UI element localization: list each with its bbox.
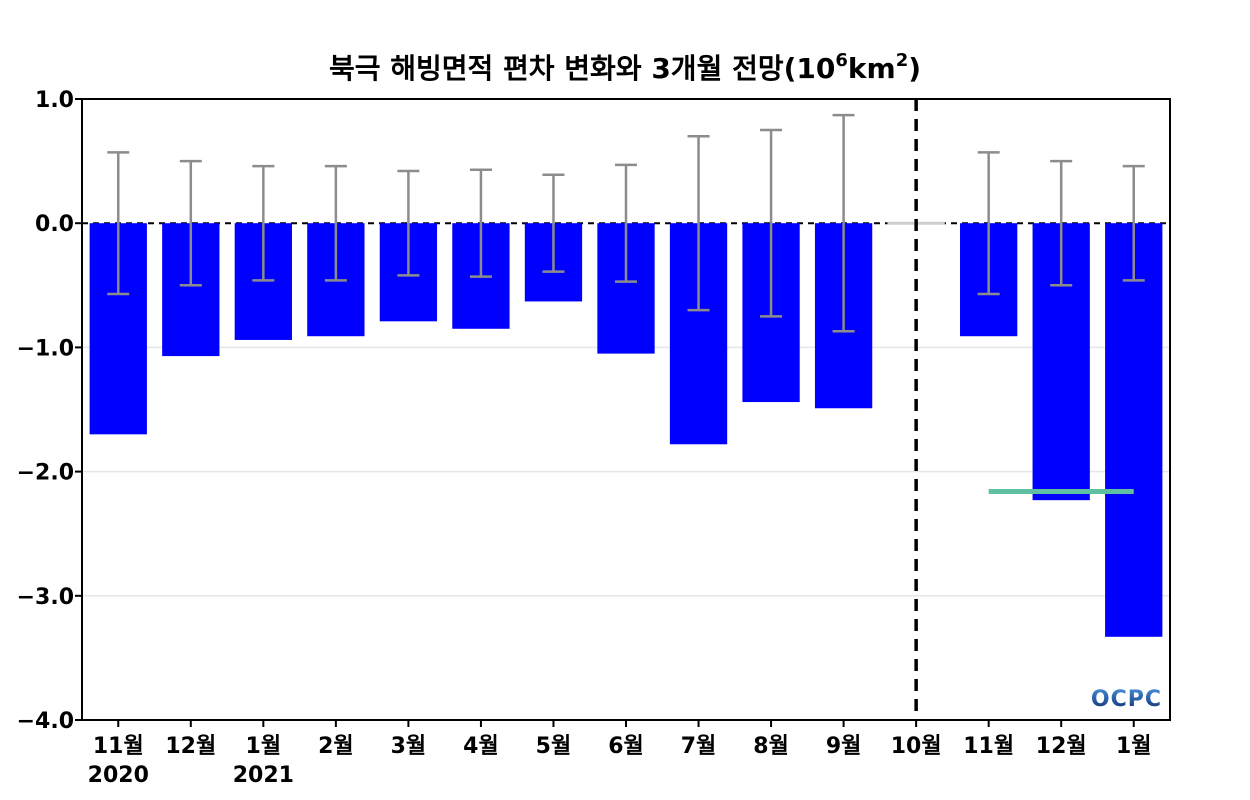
x-tick-label: 8월 (753, 734, 789, 759)
x-axis: 11월 2020 12월 1월 2021 2월 3월 4월 5월 6월 7월 8월 9월 10월 11월 12… (88, 720, 1152, 788)
x-tick-label: 12월 (1036, 734, 1087, 759)
x-year-label: 2020 (88, 763, 149, 788)
y-tick-label: −3.0 (17, 585, 74, 610)
x-tick-label: 10월 (891, 734, 942, 759)
y-tick-label: 0.0 (35, 212, 74, 237)
x-tick-label: 4월 (463, 734, 499, 759)
x-tick-label: 9월 (826, 734, 862, 759)
bars (89, 221, 1163, 637)
y-tick-label: −2.0 (17, 461, 74, 486)
grid-lines (82, 346, 1170, 597)
x-tick-label: 11월 (93, 734, 144, 759)
bar (1105, 223, 1163, 637)
chart-title: 북극 해빙면적 편차 변화와 3개월 전망(106km2) (329, 50, 921, 85)
x-tick-label: 7월 (681, 734, 717, 759)
error-bars (107, 113, 1145, 333)
x-tick-label: 5월 (536, 734, 572, 759)
x-tick-label: 11월 (963, 734, 1014, 759)
x-tick-label: 3월 (391, 734, 427, 759)
x-year-label: 2021 (233, 763, 294, 788)
ocpc-logo: OCPC (1091, 687, 1162, 712)
y-axis: 1.0 0.0 −1.0 −2.0 −3.0 −4.0 (17, 88, 82, 734)
x-tick-label: 2월 (318, 734, 354, 759)
x-tick-label: 6월 (608, 734, 644, 759)
x-tick-label: 12월 (165, 734, 216, 759)
x-tick-label: 1월 (1116, 734, 1152, 759)
y-tick-label: −1.0 (17, 336, 74, 361)
x-tick-label: 1월 (246, 734, 282, 759)
y-tick-label: 1.0 (35, 88, 74, 113)
y-tick-label: −4.0 (17, 709, 74, 734)
